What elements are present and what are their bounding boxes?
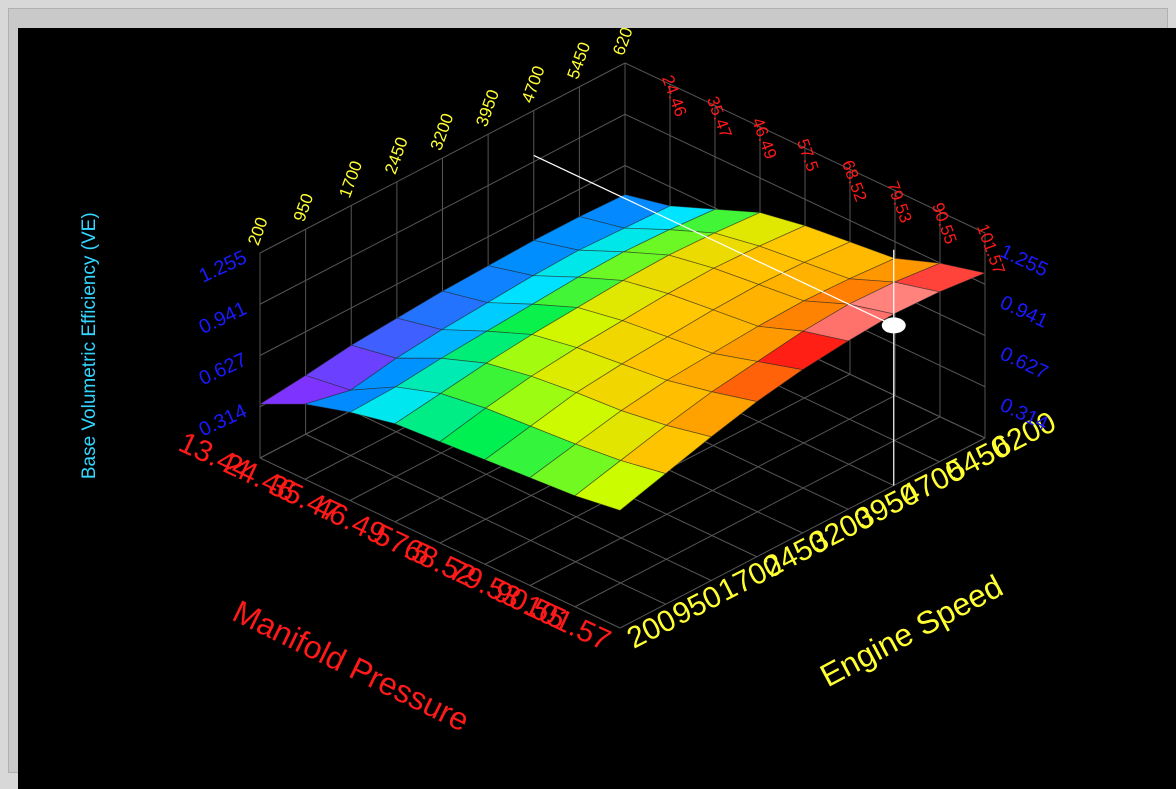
ve-axis-label: Base Volumetric Efficiency (VE) [79, 212, 100, 479]
surface-plot-area[interactable]: 13.44 24.46 35.47 46.49 57.5 68.52 79.53 90.55 1… [18, 28, 1176, 789]
cursor-crosshair[interactable] [533, 154, 906, 486]
chart-window: 13.44 24.46 35.47 46.49 57.5 68.52 79.53 90.55 1… [8, 8, 1176, 789]
surface-cell[interactable] [574, 460, 667, 511]
floor-grid-line [619, 437, 986, 629]
ve-surface-chart[interactable]: 13.4424.4635.4746.4957.568.5279.5390.551… [18, 28, 1176, 789]
floor-grid-line [574, 416, 941, 608]
cursor-rpm-line [533, 154, 895, 326]
cursor-point[interactable] [881, 317, 906, 334]
floor-grid-line [529, 395, 896, 586]
ve-surface[interactable] [258, 194, 987, 511]
